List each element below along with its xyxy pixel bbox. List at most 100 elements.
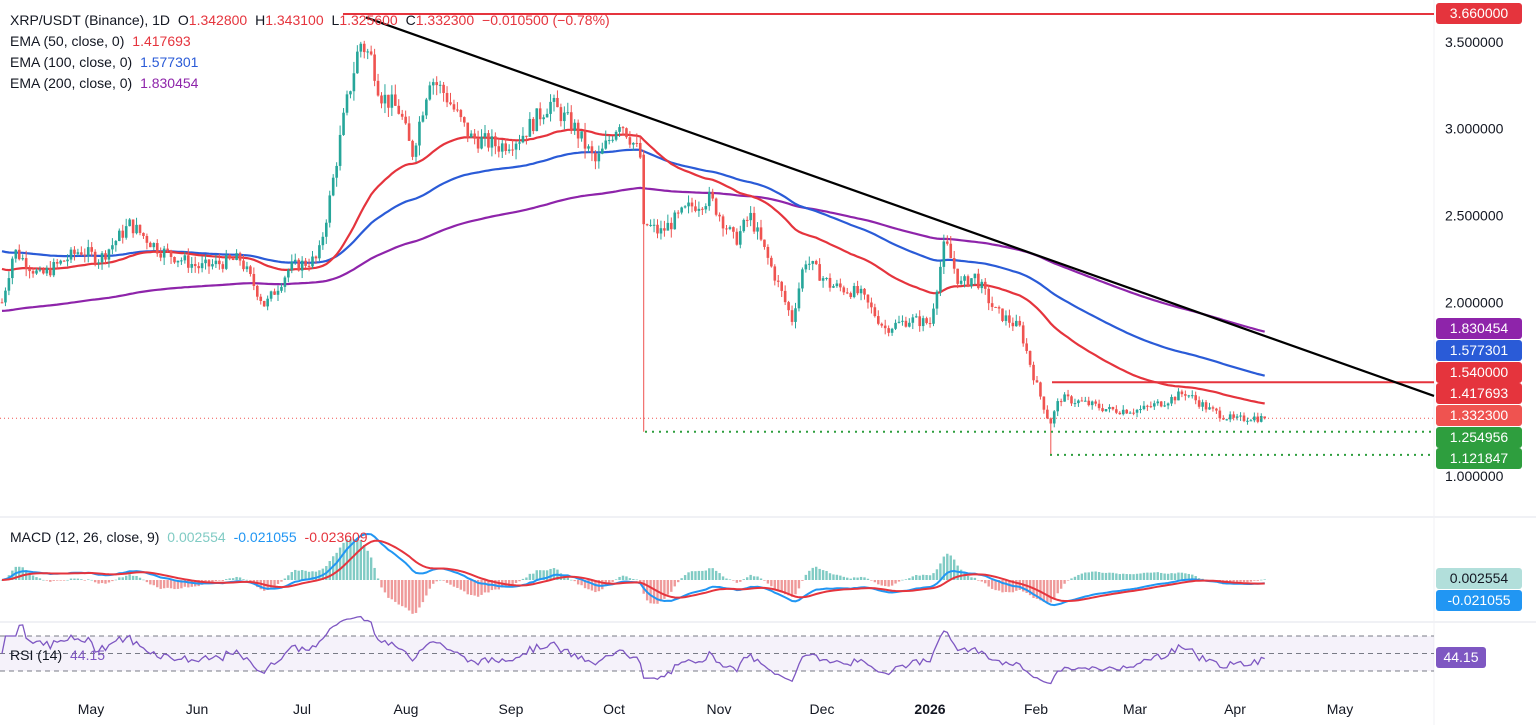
candle[interactable] [963,274,966,288]
candle[interactable] [349,90,352,99]
candle[interactable] [421,111,425,123]
candle[interactable] [304,257,307,269]
candle[interactable] [297,258,300,272]
candle[interactable] [45,265,49,277]
candle[interactable] [155,239,159,257]
candle[interactable] [587,144,590,153]
candle[interactable] [466,122,470,143]
candle[interactable] [790,305,794,326]
candle[interactable] [31,267,35,278]
candle[interactable] [400,109,404,120]
rsi-line[interactable] [1,615,1265,685]
ema-50-legend[interactable]: EMA (50, close, 0) 1.417693 [10,31,195,52]
rsi-legend[interactable]: RSI (14) 44.15 [10,645,109,666]
candle[interactable] [725,225,728,235]
ema-200-legend[interactable]: EMA (200, close, 0) 1.830454 [10,73,202,94]
candle[interactable] [856,280,859,296]
candle[interactable] [1163,401,1166,408]
candle[interactable] [1090,400,1094,410]
candle[interactable] [21,254,24,261]
candle[interactable] [997,305,1001,314]
candle[interactable] [911,314,915,330]
candle[interactable] [1211,405,1215,412]
candle[interactable] [849,291,852,300]
candle[interactable] [362,40,366,59]
candle[interactable] [76,248,80,256]
candle[interactable] [276,285,280,301]
candle[interactable] [1208,402,1211,410]
candle[interactable] [435,76,438,96]
candle[interactable] [331,174,335,197]
candle[interactable] [1142,401,1146,411]
candle[interactable] [411,139,414,161]
symbol-label[interactable]: XRP/USDT (Binance), 1D [10,12,171,28]
candle[interactable] [128,218,131,227]
candle[interactable] [1132,408,1135,416]
candle[interactable] [901,315,904,326]
candle[interactable] [663,220,666,237]
candle[interactable] [293,253,297,265]
candle[interactable] [500,139,504,159]
candle[interactable] [200,256,204,273]
candle[interactable] [1073,398,1077,407]
candle[interactable] [1008,309,1011,328]
candle[interactable] [69,247,73,264]
candle[interactable] [714,197,718,217]
ema-100-legend[interactable]: EMA (100, close, 0) 1.577301 [10,52,202,73]
candle[interactable] [145,233,149,250]
candle[interactable] [193,256,197,273]
candle[interactable] [749,206,752,227]
candle[interactable] [559,103,563,127]
candle[interactable] [666,214,670,231]
candle[interactable] [842,285,846,296]
candle[interactable] [176,260,180,268]
candle[interactable] [162,245,166,265]
candle[interactable] [514,141,518,160]
candle[interactable] [138,224,142,236]
candle[interactable] [1059,398,1063,407]
candle[interactable] [742,218,746,233]
candle[interactable] [1166,402,1170,410]
candle[interactable] [1108,404,1111,413]
candle[interactable] [797,282,801,312]
candle[interactable] [542,114,545,125]
candle[interactable] [766,244,770,265]
candle[interactable] [269,290,273,302]
candle[interactable] [459,108,463,122]
candle[interactable] [252,267,256,291]
candle[interactable] [0,298,4,304]
candle[interactable] [566,102,570,116]
candle[interactable] [652,218,656,233]
candle[interactable] [328,190,332,228]
candle[interactable] [1201,399,1204,412]
candle[interactable] [573,119,576,135]
candle[interactable] [287,268,290,283]
candle[interactable] [780,280,783,298]
candle[interactable] [1159,400,1163,408]
candle[interactable] [1094,399,1097,407]
candle[interactable] [311,251,314,269]
candle[interactable] [1173,396,1177,405]
candle[interactable] [1146,404,1149,411]
candle[interactable] [697,201,701,217]
candle[interactable] [1222,415,1225,420]
macd-legend[interactable]: MACD (12, 26, close, 9) 0.002554 -0.0210… [10,527,372,548]
candle[interactable] [124,218,128,240]
candle[interactable] [808,256,811,271]
candle[interactable] [618,124,621,138]
candle[interactable] [114,239,118,252]
candle[interactable] [597,145,601,169]
candle[interactable] [649,219,652,227]
candle[interactable] [1001,308,1004,323]
candle[interactable] [373,48,376,87]
candle[interactable] [811,260,815,271]
candle[interactable] [24,250,28,277]
candle[interactable] [49,261,52,278]
candle[interactable] [1097,399,1101,411]
candle[interactable] [414,142,418,162]
candle[interactable] [1101,403,1104,413]
candle[interactable] [173,256,176,264]
candle[interactable] [62,259,66,262]
candle[interactable] [814,259,818,266]
candle[interactable] [418,116,421,156]
